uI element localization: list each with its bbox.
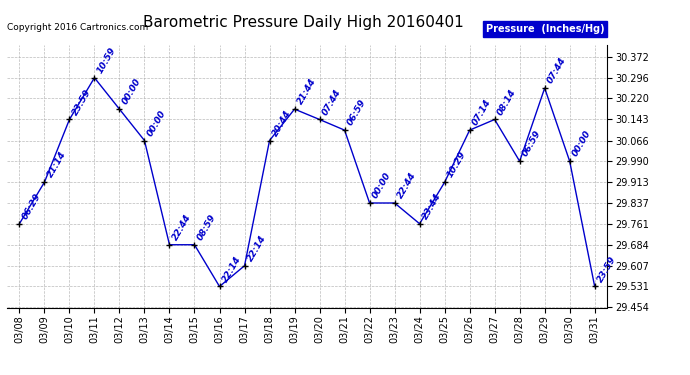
Text: Copyright 2016 Cartronics.com: Copyright 2016 Cartronics.com bbox=[7, 22, 148, 32]
Text: 06:29: 06:29 bbox=[21, 192, 43, 221]
Text: 23:59: 23:59 bbox=[596, 254, 618, 284]
Text: 00:00: 00:00 bbox=[121, 77, 143, 106]
Text: 06:59: 06:59 bbox=[346, 98, 368, 128]
Text: 23:59: 23:59 bbox=[71, 87, 93, 117]
Text: 22:14: 22:14 bbox=[221, 254, 243, 284]
Text: 07:44: 07:44 bbox=[321, 87, 343, 117]
Text: Barometric Pressure Daily High 20160401: Barometric Pressure Daily High 20160401 bbox=[144, 15, 464, 30]
Text: 08:14: 08:14 bbox=[496, 87, 518, 117]
Text: 06:59: 06:59 bbox=[521, 129, 543, 159]
Text: Pressure  (Inches/Hg): Pressure (Inches/Hg) bbox=[486, 24, 604, 34]
Text: 08:59: 08:59 bbox=[196, 213, 218, 242]
Text: 23:44: 23:44 bbox=[421, 192, 443, 221]
Text: 20:44: 20:44 bbox=[271, 108, 293, 138]
Text: 00:00: 00:00 bbox=[146, 108, 168, 138]
Text: 10:59: 10:59 bbox=[96, 46, 118, 75]
Text: 21:14: 21:14 bbox=[46, 150, 68, 180]
Text: 00:00: 00:00 bbox=[571, 129, 593, 159]
Text: 07:14: 07:14 bbox=[471, 98, 493, 128]
Text: 22:44: 22:44 bbox=[171, 213, 193, 242]
Text: 21:44: 21:44 bbox=[296, 77, 318, 106]
Text: 22:14: 22:14 bbox=[246, 234, 268, 263]
Text: 07:44: 07:44 bbox=[546, 56, 568, 86]
Text: 10:29: 10:29 bbox=[446, 150, 468, 180]
Text: 00:00: 00:00 bbox=[371, 171, 393, 200]
Text: 22:44: 22:44 bbox=[396, 171, 418, 200]
